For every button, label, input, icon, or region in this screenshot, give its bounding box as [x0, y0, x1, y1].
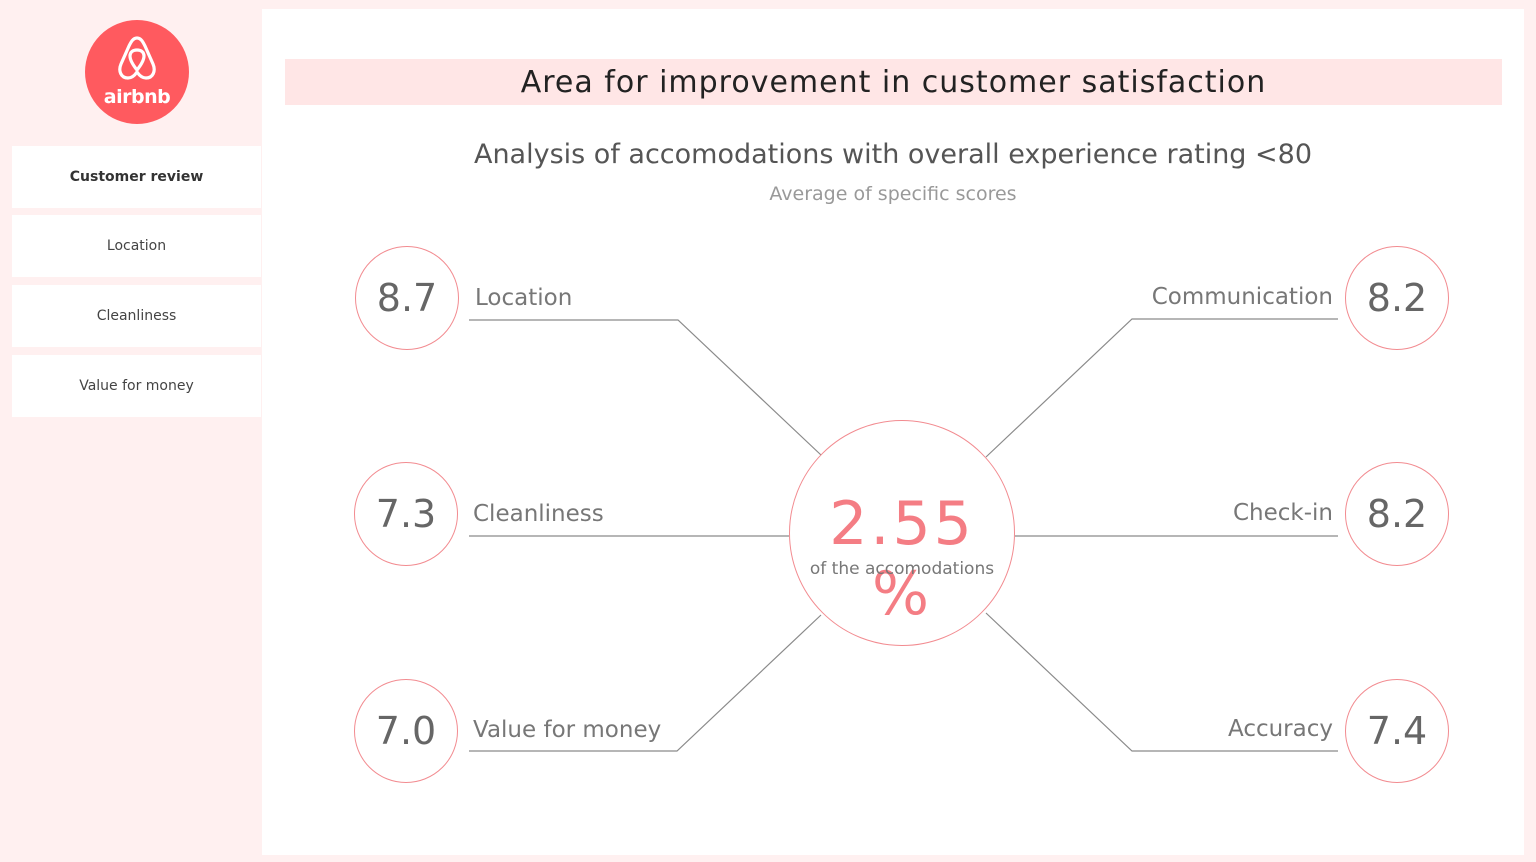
score-communication-label: Communication	[1151, 284, 1333, 310]
center-percentage-circle: 2.55 % of the accomodations	[789, 420, 1015, 646]
nav-cleanliness[interactable]: Cleanliness	[12, 285, 261, 347]
score-location-label: Location	[475, 285, 573, 311]
score-accuracy-value: 7.4	[1345, 679, 1449, 783]
connector-lines	[469, 318, 1338, 752]
score-communication-value: 8.2	[1345, 246, 1449, 350]
nav-customer-review[interactable]: Customer review	[12, 146, 261, 208]
nav-location[interactable]: Location	[12, 215, 261, 277]
analysis-subtitle: Analysis of accomodations with overall e…	[473, 139, 1313, 170]
center-percentage-value: 2.55 %	[829, 489, 975, 629]
connector-communication	[985, 318, 1338, 458]
score-value-for-money-label: Value for money	[473, 717, 662, 743]
score-check-in-value: 8.2	[1345, 462, 1449, 566]
score-cleanliness-value: 7.3	[354, 462, 458, 566]
center-percentage-caption: of the accomodations	[809, 559, 995, 579]
score-location-value: 8.7	[355, 246, 459, 350]
score-accuracy-label: Accuracy	[1227, 716, 1333, 742]
airbnb-logo: airbnb	[85, 20, 189, 124]
airbnb-belo-icon	[118, 36, 156, 80]
nav-value-for-money[interactable]: Value for money	[12, 355, 261, 417]
score-check-in-label: Check-in	[1232, 500, 1333, 526]
page-title: Area for improvement in customer satisfa…	[285, 59, 1502, 105]
connector-accuracy	[985, 612, 1338, 752]
analysis-caption: Average of specific scores	[769, 183, 1017, 205]
score-value-for-money-value: 7.0	[354, 679, 458, 783]
main-panel: Area for improvement in customer satisfa…	[262, 9, 1524, 855]
connector-value-for-money	[469, 614, 822, 752]
score-cleanliness-label: Cleanliness	[473, 501, 604, 527]
logo-text: airbnb	[103, 86, 171, 108]
connector-location	[469, 319, 822, 456]
